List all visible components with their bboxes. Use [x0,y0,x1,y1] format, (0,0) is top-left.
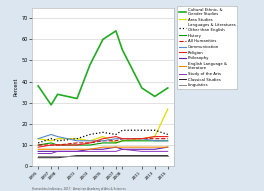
Legend: Cultural Ethnic, &
Gender Studies, Area Studies, Languages & Literatures
Other t: Cultural Ethnic, & Gender Studies, Area … [177,6,237,89]
Y-axis label: Percent: Percent [13,78,18,96]
Text: Humanities Indicators, 2017 · American Academy of Arts & Sciences: Humanities Indicators, 2017 · American A… [32,187,125,191]
